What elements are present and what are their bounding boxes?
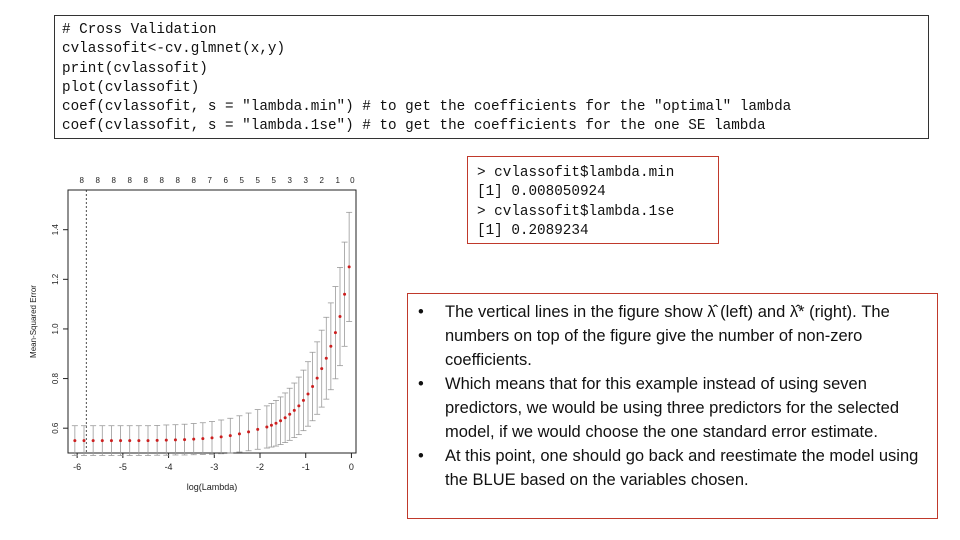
top-count-label: 8: [127, 176, 132, 185]
cv-point: [119, 439, 123, 443]
console-line: > cvlassofit$lambda.1se: [477, 203, 675, 220]
cv-point: [279, 419, 283, 423]
cv-point: [146, 439, 150, 443]
code-block: # Cross Validation cvlassofit<-cv.glmnet…: [54, 15, 929, 139]
cv-plot: -6 -5 -4 -3 -2 -1 0 0.6 0.8 1.0 1.2 1.4 8 8 8 8 8 8 8 8 7 6 5 5…: [29, 176, 357, 492]
cv-point: [137, 439, 141, 443]
cv-point: [288, 412, 292, 416]
cv-point: [192, 437, 196, 441]
console-line: > cvlassofit$lambda.min: [477, 165, 675, 181]
bullet-text: At this point, one should go back and re…: [445, 447, 919, 489]
code-line: coef(cvlassofit, s = "lambda.min") # to …: [62, 99, 792, 116]
console-output: > cvlassofit$lambda.min [1] 0.008050924 …: [467, 156, 719, 244]
top-count-label: 3: [287, 176, 292, 185]
code-line: coef(cvlassofit, s = "lambda.1se") # to …: [62, 118, 766, 135]
x-tick-label: -1: [302, 462, 310, 472]
cv-point: [265, 425, 269, 429]
y-tick-label: 1.2: [51, 273, 60, 285]
cv-point: [237, 432, 241, 436]
cv-point: [109, 439, 113, 443]
cv-point: [292, 408, 296, 412]
top-count-label: 8: [175, 176, 180, 185]
code-line: # Cross Validation: [62, 22, 217, 38]
cv-point: [210, 436, 214, 440]
bullet-text: Which means that for this example instea…: [445, 375, 899, 441]
top-count-label: 6: [223, 176, 228, 185]
top-count-label: 8: [191, 176, 196, 185]
console-line: [1] 0.008050924: [477, 184, 606, 201]
top-count-label: 1: [335, 176, 340, 185]
cv-point: [128, 439, 132, 443]
cv-point: [301, 398, 305, 402]
top-count-label: 8: [159, 176, 164, 185]
cv-point: [247, 430, 251, 434]
x-tick-label: 0: [349, 462, 354, 472]
x-tick-label: -6: [73, 462, 81, 472]
x-tick-label: -5: [119, 462, 127, 472]
cv-point: [155, 438, 159, 442]
cv-point: [283, 416, 287, 420]
cv-point: [274, 421, 278, 425]
x-tick-label: -3: [210, 462, 218, 472]
top-count-label: 7: [207, 176, 212, 185]
cv-point: [256, 427, 260, 431]
code-line: print(cvlassofit): [62, 60, 208, 77]
top-count-label: 8: [111, 176, 116, 185]
cv-point: [315, 376, 319, 380]
cv-point: [329, 344, 333, 348]
cv-point: [306, 392, 310, 396]
cv-point: [183, 438, 187, 442]
bullet-marker: •: [418, 303, 424, 321]
bullet-item: • The vertical lines in the figure show …: [416, 300, 929, 372]
bullet-item: • Which means that for this example inst…: [416, 372, 929, 444]
cv-point: [173, 438, 177, 442]
top-count-label: 8: [143, 176, 148, 185]
y-tick-label: 0.8: [51, 372, 60, 384]
cv-point: [201, 437, 205, 441]
cv-point: [82, 439, 86, 443]
cv-point: [320, 367, 324, 371]
cv-point: [164, 438, 168, 442]
top-count-label: 5: [239, 176, 244, 185]
top-count-label: 5: [255, 176, 260, 185]
code-line: cvlassofit<-cv.glmnet(x,y): [62, 41, 286, 58]
cv-point: [311, 385, 315, 389]
x-axis-label: log(Lambda): [187, 482, 238, 492]
code-line: plot(cvlassofit): [62, 79, 200, 96]
bullet-text: The vertical lines in the figure show λ̂…: [445, 303, 890, 369]
top-count-label: 5: [271, 176, 276, 185]
cv-point: [333, 331, 337, 335]
cv-point: [219, 435, 223, 439]
bullet-marker: •: [418, 375, 424, 393]
y-tick-label: 1.0: [51, 323, 60, 335]
bullet-item: • At this point, one should go back and …: [416, 444, 929, 492]
cv-point: [73, 439, 77, 443]
y-tick-label: 1.4: [51, 224, 60, 236]
top-count-label: 2: [319, 176, 324, 185]
notes-box: • The vertical lines in the figure show …: [407, 293, 938, 519]
cv-point: [228, 434, 232, 438]
cv-point: [338, 315, 342, 319]
top-count-label: 3: [303, 176, 308, 185]
console-line: [1] 0.2089234: [477, 222, 589, 239]
bullet-marker: •: [418, 447, 424, 465]
y-tick-label: 0.6: [51, 422, 60, 434]
y-axis-label: Mean-Squared Error: [29, 285, 38, 358]
x-tick-label: -2: [256, 462, 264, 472]
cv-point: [91, 439, 95, 443]
cv-point: [269, 423, 273, 427]
top-count-label: 0: [350, 176, 355, 185]
cv-point: [100, 439, 104, 443]
top-count-label: 8: [79, 176, 84, 185]
x-tick-label: -4: [165, 462, 173, 472]
cv-point: [324, 356, 328, 360]
cv-point: [347, 265, 351, 269]
cv-point: [297, 404, 301, 408]
top-count-label: 8: [95, 176, 100, 185]
cv-point: [343, 292, 347, 296]
